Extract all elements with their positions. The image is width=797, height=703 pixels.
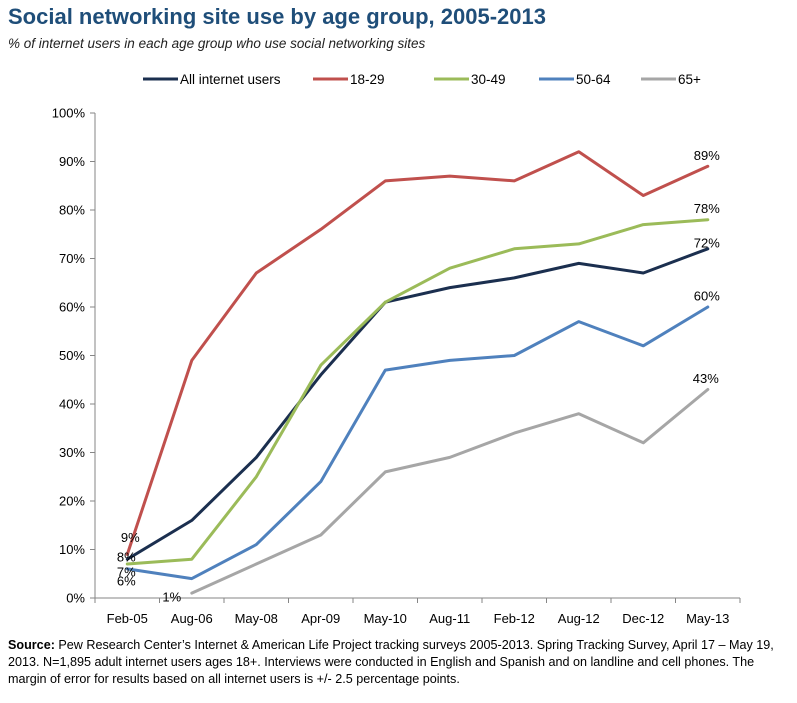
line-chart: All internet users 18-29 30-49 50-64 65+ 0% 1…: [52, 72, 741, 626]
source-note: Source: Pew Research Center’s Internet &…: [8, 637, 788, 688]
data-label: 1%: [162, 590, 181, 605]
series-line-4: [190, 388, 710, 595]
data-label: 72%: [694, 235, 720, 250]
data-labels: 9% 8%7%6% 1% 89% 78% 72% 60% 43%: [117, 148, 720, 605]
series-line-3: [125, 305, 710, 581]
series-line-2: [125, 218, 710, 566]
data-label: 9%: [121, 530, 140, 545]
legend-label: 50-64: [576, 72, 611, 87]
x-tick-label: Aug-12: [558, 611, 600, 626]
x-tick-label: Dec-12: [622, 611, 664, 626]
legend: All internet users 18-29 30-49 50-64 65+: [143, 72, 701, 87]
series-line-1: [125, 150, 710, 556]
x-tick-label: Feb-05: [107, 611, 148, 626]
axes: 0% 10% 20% 30% 40% 50% 60% 70% 80% 90% 100% Feb-05 A…: [52, 106, 741, 626]
y-tick-label: 50%: [59, 348, 85, 363]
series-line-0: [125, 247, 710, 561]
legend-label: 65+: [678, 72, 701, 87]
y-tick-label: 20%: [59, 494, 85, 509]
data-label: 43%: [693, 371, 719, 386]
y-tick-label: 0%: [66, 591, 85, 606]
x-tick-label: Feb-12: [494, 611, 535, 626]
x-tick-label: Aug-11: [429, 611, 470, 626]
x-tick-label: Aug-06: [171, 611, 213, 626]
source-label: Source:: [8, 638, 55, 652]
y-tick-label: 60%: [59, 300, 85, 315]
x-tick-label: May-13: [686, 611, 729, 626]
legend-label: All internet users: [180, 72, 281, 87]
series-lines: [125, 150, 710, 595]
x-tick-label: May-10: [364, 611, 407, 626]
y-tick-label: 70%: [59, 251, 85, 266]
y-tick-label: 30%: [59, 445, 85, 460]
y-tick-label: 40%: [59, 397, 85, 412]
y-tick-label: 10%: [59, 542, 85, 557]
x-tick-label: Apr-09: [301, 611, 340, 626]
data-label: 7%: [117, 565, 136, 580]
data-label: 60%: [694, 289, 720, 304]
y-tick-label: 90%: [59, 154, 85, 169]
source-text: Pew Research Center’s Internet & America…: [8, 638, 774, 686]
chart-subtitle: % of internet users in each age group wh…: [8, 36, 426, 51]
y-tick-label: 100%: [52, 106, 86, 121]
legend-label: 30-49: [471, 72, 506, 87]
x-tick-label: May-08: [235, 611, 278, 626]
data-label: 8%: [117, 550, 136, 565]
data-label: 78%: [694, 201, 720, 216]
legend-label: 18-29: [350, 72, 385, 87]
chart-title: Social networking site use by age group,…: [8, 4, 546, 29]
y-tick-label: 80%: [59, 203, 85, 218]
data-label: 6%: [117, 573, 136, 588]
data-label: 89%: [694, 148, 720, 163]
